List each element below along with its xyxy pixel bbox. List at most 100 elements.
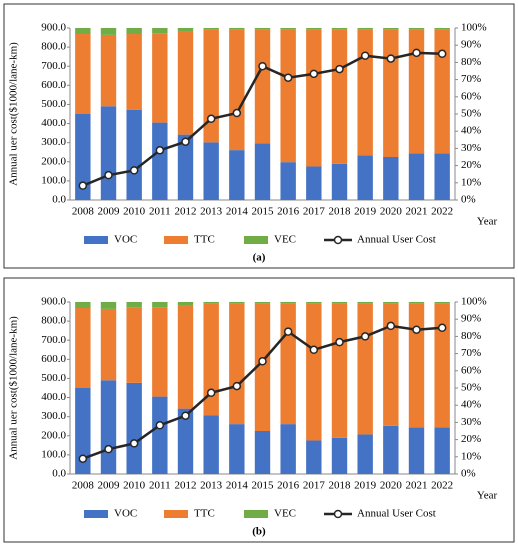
y2-tick-label: 40%: [461, 125, 481, 137]
bar: [126, 34, 142, 110]
line-marker: [232, 381, 242, 391]
x-tick-label: 2016: [277, 206, 300, 218]
x-tick-label: 2014: [226, 206, 249, 218]
line-marker: [283, 73, 293, 82]
bar: [152, 33, 168, 123]
y2-tick-label: 60%: [461, 90, 481, 102]
bar: [152, 122, 168, 200]
bar: [383, 303, 399, 426]
panel-border: [3, 3, 515, 269]
bar: [306, 303, 322, 441]
bar: [306, 29, 322, 167]
bar: [100, 28, 117, 35]
line-marker: [155, 146, 165, 155]
bar: [152, 302, 168, 308]
x-tick-label: 2013: [200, 480, 223, 492]
bar: [357, 28, 373, 30]
x-tick-label: 2011: [149, 206, 171, 218]
legend-swatch: [164, 236, 188, 244]
bar: [177, 302, 194, 306]
bar: [75, 308, 91, 388]
bar: [100, 302, 117, 309]
line-marker: [437, 323, 447, 333]
bar: [229, 28, 245, 30]
bar: [229, 302, 245, 304]
bar: [229, 29, 245, 151]
x-tick-label: 2017: [303, 206, 326, 218]
legend-swatch: [244, 510, 268, 518]
bar: [357, 302, 373, 304]
y2-tick-label: 70%: [461, 73, 481, 85]
line-marker: [258, 61, 267, 71]
x-tick-label: 2019: [354, 206, 377, 218]
bar: [331, 28, 348, 30]
bar: [229, 150, 245, 200]
x-tick-label: 2010: [123, 206, 146, 218]
y-tick-label: 600.0: [41, 353, 66, 365]
bar: [126, 382, 142, 474]
y2-tick-label: 0%: [461, 194, 476, 206]
line-marker: [129, 439, 139, 448]
y-tick-label: 0.0: [52, 468, 66, 480]
bar: [357, 155, 373, 200]
x-tick-label: 2011: [149, 480, 171, 492]
bar: [75, 34, 91, 114]
bar: [306, 28, 322, 30]
bar: [229, 303, 245, 425]
caption: (a): [253, 252, 266, 264]
y-axis-label: Annual uer cost($1000/lane-km): [8, 42, 20, 186]
bar: [331, 303, 348, 438]
y-tick-label: 100.0: [41, 448, 66, 460]
x-tick-label: 2016: [277, 480, 300, 492]
bar: [254, 303, 271, 431]
line-marker: [181, 411, 190, 420]
line-marker: [335, 337, 344, 347]
line-marker: [232, 108, 242, 118]
bar: [75, 28, 91, 35]
y-tick-label: 500.0: [41, 98, 66, 110]
line-marker: [412, 48, 421, 58]
bar: [177, 28, 194, 32]
x-tick-label: 2018: [329, 206, 352, 218]
bar: [126, 302, 142, 308]
line-marker: [386, 321, 396, 331]
bar: [177, 31, 194, 135]
bar: [357, 29, 373, 156]
line-marker: [78, 181, 88, 190]
y-tick-label: 600.0: [41, 79, 66, 91]
x-tick-label: 2015: [252, 206, 275, 218]
bar: [100, 106, 117, 200]
legend-marker: [333, 235, 343, 245]
x-tick-label: 2015: [252, 480, 275, 492]
x-tick-label: 2022: [431, 480, 453, 492]
y2-tick-label: 80%: [461, 330, 481, 342]
y-tick-label: 400.0: [41, 117, 66, 129]
bar: [152, 396, 168, 474]
bar: [357, 434, 373, 474]
bar: [177, 408, 194, 474]
line-marker: [78, 454, 88, 463]
bar: [203, 28, 219, 30]
legend-label: VEC: [274, 508, 296, 520]
y2-tick-label: 80%: [461, 56, 481, 68]
bar: [203, 302, 219, 304]
x-tick-label: 2008: [72, 206, 95, 218]
y2-tick-label: 40%: [461, 399, 481, 411]
bar: [408, 302, 425, 304]
line-marker: [283, 327, 293, 336]
bar: [306, 440, 322, 474]
legend-label: VOC: [114, 508, 137, 520]
bar: [75, 114, 91, 200]
line-marker: [360, 51, 370, 60]
line-marker: [206, 388, 216, 398]
y2-tick-label: 90%: [461, 39, 481, 51]
line-marker: [206, 114, 216, 124]
bar: [331, 437, 348, 474]
legend-swatch: [84, 510, 108, 518]
y2-tick-label: 50%: [461, 382, 481, 394]
y-tick-label: 300.0: [41, 410, 66, 422]
line-marker: [335, 64, 344, 74]
line-marker: [437, 49, 447, 59]
bar: [100, 308, 117, 381]
